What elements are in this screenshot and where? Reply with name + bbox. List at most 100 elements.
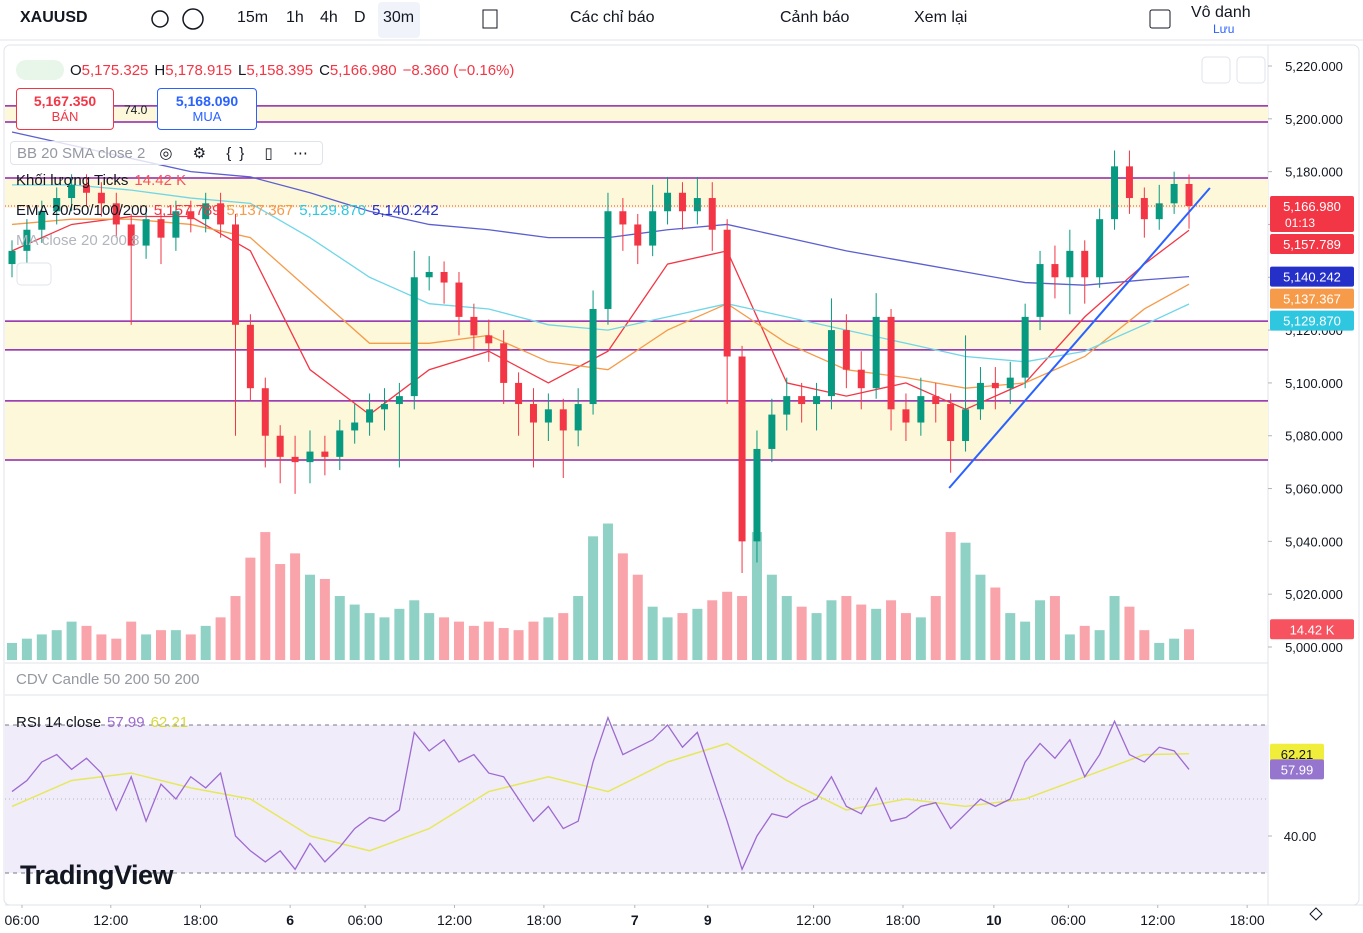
candle-body xyxy=(1051,264,1059,278)
rsi-label-bg xyxy=(1270,759,1324,780)
candle-body xyxy=(1006,377,1014,389)
volume-bar xyxy=(751,532,762,660)
ohlc-value: 5,178.915 xyxy=(165,61,232,79)
candle-body xyxy=(1111,166,1119,220)
user-name[interactable]: Vô danh xyxy=(1191,4,1251,21)
candle-body xyxy=(649,211,657,246)
volume-bar xyxy=(692,608,703,660)
indicator-value: 62.21 xyxy=(150,714,189,731)
ohlc-change: −8.360 (−0.16%) xyxy=(402,61,515,79)
volume-bar xyxy=(513,630,524,660)
interval[interactable]: 4h xyxy=(320,9,338,26)
candle-body xyxy=(351,422,359,431)
fullscreen-button[interactable] xyxy=(1236,56,1266,84)
candle-body xyxy=(768,414,776,449)
bb-legend[interactable]: BB 20 SMA close 2 ◎ ⚙ {} ▯ ⋯ xyxy=(10,141,323,165)
x-tick-label: 12:00 xyxy=(796,912,831,928)
candle-body xyxy=(291,456,299,463)
candle-body xyxy=(902,409,910,423)
volume-bar xyxy=(1064,634,1075,660)
indicator-value: 5,140.242 xyxy=(371,202,439,219)
volume-bar xyxy=(722,591,733,660)
replay-button[interactable]: Xem lại xyxy=(914,9,968,26)
candle-body xyxy=(962,409,970,442)
alerts-button[interactable]: Cảnh báo xyxy=(780,9,850,26)
y-tick-label: 5,220.000 xyxy=(1285,59,1343,74)
rsi-label: 57.99 xyxy=(1281,762,1314,777)
candle-body xyxy=(1140,198,1148,220)
add-symbol-icon[interactable] xyxy=(182,8,204,30)
icon[interactable] xyxy=(151,10,169,28)
interval[interactable]: 15m xyxy=(237,9,269,26)
candle-body xyxy=(693,198,701,212)
indicator-name: Khối lượng Ticks xyxy=(16,172,129,189)
indicators-button[interactable]: Các chỉ báo xyxy=(570,9,655,26)
volume-bar xyxy=(230,596,241,660)
candle-body xyxy=(127,224,135,246)
x-tick-label: 06:00 xyxy=(348,912,383,928)
candle-body xyxy=(1170,183,1178,204)
volume-bar xyxy=(617,553,628,660)
candle-body xyxy=(634,224,642,246)
toolbar-bg xyxy=(0,0,1363,40)
candle-body xyxy=(380,404,388,410)
rsi-label-bg xyxy=(1270,743,1324,764)
candle-body xyxy=(485,335,493,344)
y-tick-label: 5,180.000 xyxy=(1285,165,1343,180)
volume-bar xyxy=(528,621,539,660)
zone xyxy=(5,400,1268,461)
symbol[interactable]: XAUUSD xyxy=(20,9,88,26)
volume-bar xyxy=(811,613,822,660)
candle-body xyxy=(678,192,686,212)
volume-bar xyxy=(498,628,509,660)
candle-body xyxy=(783,396,791,415)
volume-bar xyxy=(1020,621,1031,660)
volume-bar xyxy=(960,542,971,660)
ohlc-value: 5,166.980 xyxy=(329,61,397,79)
candle-body xyxy=(440,271,448,283)
candle-body xyxy=(872,316,880,389)
x-tick-label: 06:00 xyxy=(1051,912,1086,928)
candle-body xyxy=(604,211,612,309)
legend-toggle[interactable] xyxy=(16,60,64,80)
cdv-legend: CDV Candle 50 200 50 200 xyxy=(16,671,199,688)
indicator-icons[interactable]: ◎ ⚙ {} ▯ ⋯ xyxy=(159,145,316,162)
volume-bar xyxy=(930,596,941,660)
sell-button[interactable]: 5,167.350 BÁN xyxy=(16,88,114,130)
volume-bar xyxy=(677,613,688,660)
buy-button[interactable]: 5,168.090 MUA xyxy=(157,88,257,130)
volume-bar xyxy=(1184,629,1195,660)
volume-bar xyxy=(275,564,286,660)
candle-body xyxy=(589,308,597,405)
indicator-value: 57.99 xyxy=(107,714,145,731)
volume-bar xyxy=(1154,642,1165,660)
candle-body xyxy=(1081,250,1089,278)
sell-price: 5,167.350 xyxy=(33,93,97,109)
candle-body xyxy=(917,396,925,423)
volume-bar xyxy=(379,617,390,660)
volume-bar xyxy=(304,574,315,660)
interval[interactable]: 1h xyxy=(286,9,304,26)
indicator-name: BB 20 SMA close 2 xyxy=(17,144,146,162)
x-tick-label: 9 xyxy=(704,912,712,928)
settings-icon[interactable] xyxy=(1309,907,1323,921)
volume-bar xyxy=(319,578,330,660)
volume-bar xyxy=(155,630,166,660)
candle-body xyxy=(231,224,239,325)
interval[interactable]: D xyxy=(354,9,366,26)
interval[interactable]: 30m xyxy=(383,9,415,26)
ema-line xyxy=(11,215,1190,416)
volume-bar xyxy=(364,613,375,660)
zone xyxy=(5,177,1268,209)
volume-bar xyxy=(841,596,852,660)
candle-body xyxy=(515,382,523,405)
volume-bar xyxy=(737,596,748,660)
collapse-button[interactable] xyxy=(16,262,52,286)
scroll-button[interactable] xyxy=(1201,56,1231,84)
candle-type-icon[interactable] xyxy=(482,9,498,29)
zone xyxy=(5,321,1268,350)
volume-bar xyxy=(1169,638,1180,660)
volume-bar xyxy=(558,613,569,660)
layout-icon[interactable] xyxy=(1149,9,1171,29)
